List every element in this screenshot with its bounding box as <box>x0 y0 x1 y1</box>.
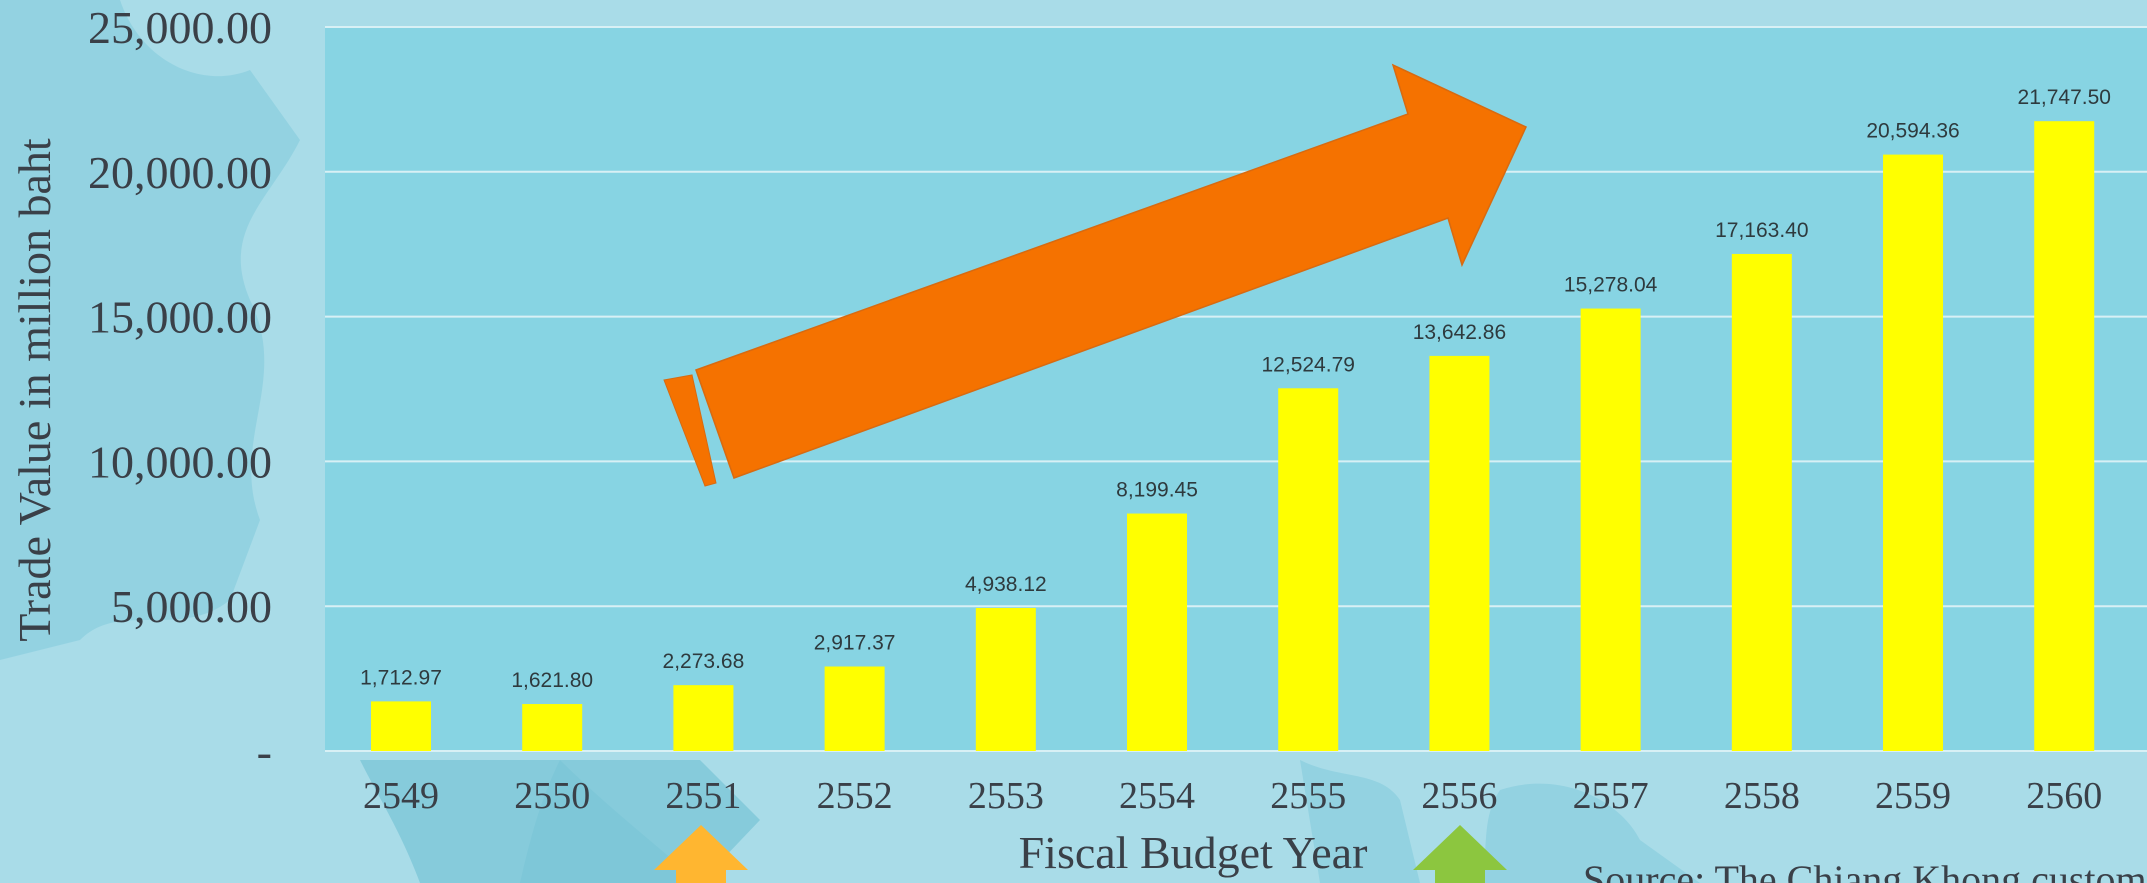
plot-area <box>325 27 2147 751</box>
x-tick-label: 2560 <box>2026 775 2102 817</box>
y-tick-label: 10,000.00 <box>88 436 272 487</box>
data-label: 1,621.80 <box>511 669 593 692</box>
y-tick-label: 5,000.00 <box>111 581 272 632</box>
x-tick-label: 2555 <box>1270 775 1346 817</box>
bar <box>1127 513 1188 751</box>
x-tick-labels: 2549 2550 2551 2552 2553 2554 2555 2556 2557 2558… <box>363 775 2102 817</box>
bar <box>522 704 583 751</box>
x-tick-label: 2557 <box>1573 775 1649 817</box>
x-tick-label: 2556 <box>1421 775 1497 817</box>
bar <box>2034 121 2095 752</box>
x-tick-label: 2552 <box>817 775 893 817</box>
x-tick-label: 2553 <box>968 775 1044 817</box>
data-label: 1,712.97 <box>360 666 442 689</box>
x-tick-label: 2550 <box>514 775 590 817</box>
marker-arrow-2551 <box>654 825 748 883</box>
bar <box>824 666 885 751</box>
data-label: 2,917.37 <box>814 632 896 655</box>
source-note: Source: The Chiang Khong customs <box>1583 857 2147 883</box>
data-label: 15,278.04 <box>1564 274 1658 297</box>
bar <box>1278 388 1339 751</box>
data-label: 17,163.40 <box>1715 219 1808 242</box>
gridlines <box>325 26 2147 608</box>
y-tick-label: 20,000.00 <box>88 147 272 198</box>
data-label: 4,938.12 <box>965 573 1047 596</box>
bar <box>975 607 1036 751</box>
marker-arrow-2556 <box>1413 825 1507 883</box>
x-tick-label: 2549 <box>363 775 439 817</box>
y-axis-title: Trade Value in million baht <box>9 138 60 642</box>
data-label: 20,594.36 <box>1866 120 1959 143</box>
bars <box>371 121 2095 752</box>
data-label: 2,273.68 <box>663 650 745 673</box>
x-tick-label: 2558 <box>1724 775 1800 817</box>
bar <box>1580 308 1641 751</box>
bar <box>371 701 431 751</box>
data-label: 21,747.50 <box>2018 86 2111 109</box>
bar <box>1883 154 1944 751</box>
bar <box>673 685 734 751</box>
y-tick-labels: - 5,000.00 10,000.00 15,000.00 20,000.00 25,0… <box>88 2 272 777</box>
x-tick-label: 2559 <box>1875 775 1951 817</box>
bar <box>1731 253 1792 751</box>
y-tick-label: 15,000.00 <box>88 292 272 343</box>
data-label: 12,524.79 <box>1262 353 1355 376</box>
y-tick-label: - <box>257 726 272 777</box>
data-labels: 1,712.97 1,621.80 2,273.68 2,917.37 4,938.12… <box>360 86 2111 692</box>
x-axis-title: Fiscal Budget Year <box>1019 827 1368 878</box>
y-tick-label: 25,000.00 <box>88 2 272 53</box>
data-label: 8,199.45 <box>1116 479 1198 502</box>
bar <box>1429 355 1490 751</box>
map-land-dark <box>360 760 760 883</box>
trend-arrow <box>663 63 1527 487</box>
x-tick-label: 2554 <box>1119 775 1195 817</box>
x-tick-label: 2551 <box>665 775 741 817</box>
data-label: 13,642.86 <box>1413 321 1506 344</box>
